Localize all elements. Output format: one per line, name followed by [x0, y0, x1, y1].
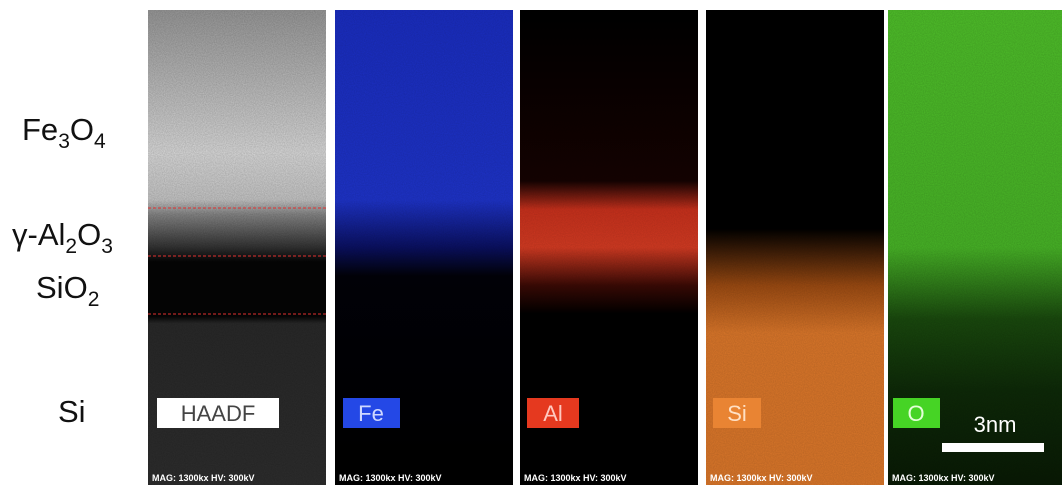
panel-footer: MAG: 1300kx HV: 300kV — [152, 473, 255, 483]
label-part: O — [77, 217, 101, 252]
panel-footer: MAG: 1300kx HV: 300kV — [892, 473, 995, 483]
scale-label: 3nm — [974, 412, 1017, 437]
label-part: Fe — [22, 112, 58, 147]
layer-label: γ-Al2O3 — [12, 217, 113, 258]
label-part: 2 — [88, 288, 100, 311]
panel-tag: HAADF — [181, 401, 256, 426]
panel: O 3nm MAG: 1300kx HV: 300kV — [888, 10, 1062, 485]
label-part: O — [70, 112, 94, 147]
panel-tag: O — [907, 401, 924, 426]
layer-label: SiO2 — [36, 270, 99, 311]
label-part: SiO — [36, 270, 88, 305]
panel: Fe MAG: 1300kx HV: 300kV — [335, 10, 513, 485]
panel-footer: MAG: 1300kx HV: 300kV — [524, 473, 627, 483]
label-part: 3 — [58, 130, 70, 153]
panel-tag: Al — [543, 401, 563, 426]
layer-label: Fe3O4 — [22, 112, 106, 153]
label-part: 2 — [65, 235, 77, 258]
panel-footer: MAG: 1300kx HV: 300kV — [710, 473, 813, 483]
panel-tag: Si — [727, 401, 747, 426]
panel: Si MAG: 1300kx HV: 300kV — [706, 10, 884, 485]
panel: HAADF MAG: 1300kx HV: 300kV — [148, 10, 326, 485]
label-part: Si — [58, 394, 86, 429]
label-part: 4 — [94, 130, 106, 153]
panel: Al MAG: 1300kx HV: 300kV — [520, 10, 698, 485]
scale-bar — [942, 443, 1044, 452]
label-part: 3 — [101, 235, 113, 258]
layer-label: Si — [58, 394, 86, 429]
label-part: γ-Al — [12, 217, 65, 252]
panel-tag: Fe — [358, 401, 384, 426]
panel-footer: MAG: 1300kx HV: 300kV — [339, 473, 442, 483]
